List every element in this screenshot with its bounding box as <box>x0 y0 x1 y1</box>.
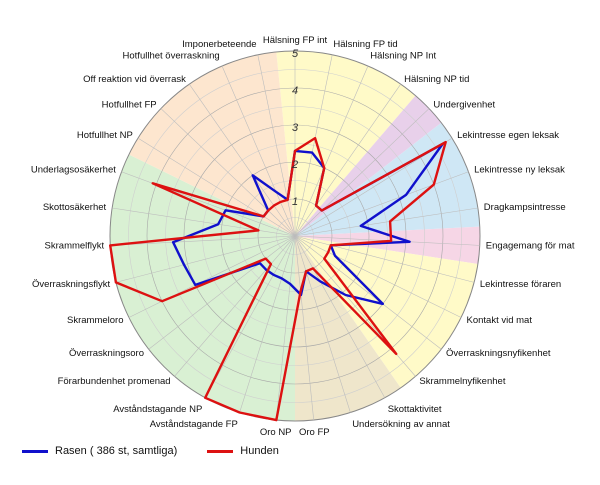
category-label-14: Undersökning av annat <box>352 419 450 430</box>
grid-spoke-19 <box>174 235 296 377</box>
category-label-1: Hälsning FP tid <box>333 39 397 50</box>
category-label-5: Lekintresse egen leksak <box>457 130 559 141</box>
legend-swatch-hunden <box>207 449 234 453</box>
sector-band-4 <box>295 236 478 388</box>
legend-item-hunden: Hunden <box>207 445 279 457</box>
sector-band-3 <box>295 226 481 265</box>
grid-spoke-25 <box>121 171 296 237</box>
grid-spoke-2 <box>294 65 369 237</box>
grid-spoke-28 <box>189 83 296 237</box>
sector-band-6 <box>109 154 295 421</box>
tick-label-3: 4 <box>292 85 298 97</box>
grid-spoke-23 <box>110 235 296 246</box>
legend-label-rasen: Rasen ( 386 st, samtliga) <box>55 445 178 457</box>
grid-spoke-26 <box>137 137 296 237</box>
tick-label-4: 5 <box>292 48 299 60</box>
category-label-22: Överraskningsflykt <box>32 279 110 290</box>
category-label-27: Hotfullhet FP <box>102 99 157 110</box>
grid-spoke-30 <box>257 54 296 237</box>
legend-swatch-rasen <box>22 449 48 453</box>
category-label-17: Avståndstagande FP <box>150 419 238 430</box>
grid-spoke-13 <box>294 235 386 398</box>
grid-spoke-1 <box>294 54 333 237</box>
category-label-19: Förarbundenhet promenad <box>58 376 171 387</box>
radial-tick-labels: 1 2 3 4 5 <box>291 48 299 208</box>
grid-spoke-14 <box>294 235 351 413</box>
grid-spoke-10 <box>294 235 462 318</box>
series-line-1 <box>108 136 447 422</box>
category-label-30: Imponerbeteende <box>182 39 256 50</box>
grid-spoke-3 <box>294 83 401 237</box>
grid-spoke-7 <box>294 207 478 237</box>
category-label-4: Undergivenhet <box>433 99 495 110</box>
sector-band-0 <box>276 51 416 237</box>
category-label-7: Dragkampsintresse <box>484 202 566 213</box>
sector-band-2 <box>295 122 480 236</box>
grid-spoke-20 <box>148 235 296 350</box>
legend: Rasen ( 386 st, samtliga) Hunden <box>22 445 279 457</box>
grid-spoke-21 <box>128 235 296 318</box>
category-label-10: Kontakt vid mat <box>467 315 533 326</box>
grid-spoke-16 <box>275 235 296 421</box>
grid-spoke-4 <box>294 108 430 237</box>
grid-spoke-11 <box>294 235 442 350</box>
category-label-16: Oro NP <box>260 427 292 438</box>
tick-label-0: 1 <box>292 196 298 208</box>
category-label-26: Hotfullhet NP <box>77 130 133 141</box>
category-label-29: Hotfullhet överraskning <box>123 51 220 62</box>
category-label-9: Lekintresse föraren <box>480 279 561 290</box>
category-label-0: Hälsning FP int <box>263 35 328 46</box>
grid-spoke-15 <box>294 235 315 421</box>
grid-spoke-22 <box>115 235 296 283</box>
grid-spoke-29 <box>221 65 296 237</box>
category-label-21: Skrammeloro <box>67 315 124 326</box>
grid-spoke-9 <box>294 235 475 283</box>
sector-band-7 <box>128 51 295 237</box>
category-label-12: Skrammelnyfikenhet <box>419 376 505 387</box>
category-label-3: Hälsning NP tid <box>404 74 469 85</box>
category-label-20: Överraskningsoro <box>69 348 144 359</box>
radial-grid <box>109 50 481 422</box>
series-lines <box>108 136 447 422</box>
category-label-28: Off reaktion vid överrask <box>83 74 186 85</box>
grid-spoke-17 <box>239 235 296 413</box>
category-label-11: Överraskningsnyfikenhet <box>446 348 551 359</box>
category-label-23: Skrammelflykt <box>45 241 105 252</box>
legend-item-rasen: Rasen ( 386 st, samtliga) <box>22 445 177 457</box>
category-label-2: Hälsning NP Int <box>370 51 436 62</box>
category-label-25: Underlagsosäkerhet <box>31 165 116 176</box>
grid-spoke-18 <box>204 235 296 398</box>
tick-label-2: 3 <box>292 122 299 134</box>
grid-spoke-6 <box>294 171 469 237</box>
grid-spoke-24 <box>112 207 296 237</box>
category-label-24: Skottosäkerhet <box>43 202 107 213</box>
grid-spoke-27 <box>160 108 296 237</box>
legend-label-hunden: Hunden <box>240 445 279 457</box>
tick-label-1: 2 <box>291 159 298 171</box>
category-label-6: Lekintresse ny leksak <box>474 165 565 176</box>
category-label-15: Oro FP <box>299 427 330 438</box>
category-label-13: Skottaktivitet <box>388 404 442 415</box>
category-label-8: Engagemang för mat <box>486 241 575 252</box>
category-label-18: Avståndstagande NP <box>113 404 202 415</box>
